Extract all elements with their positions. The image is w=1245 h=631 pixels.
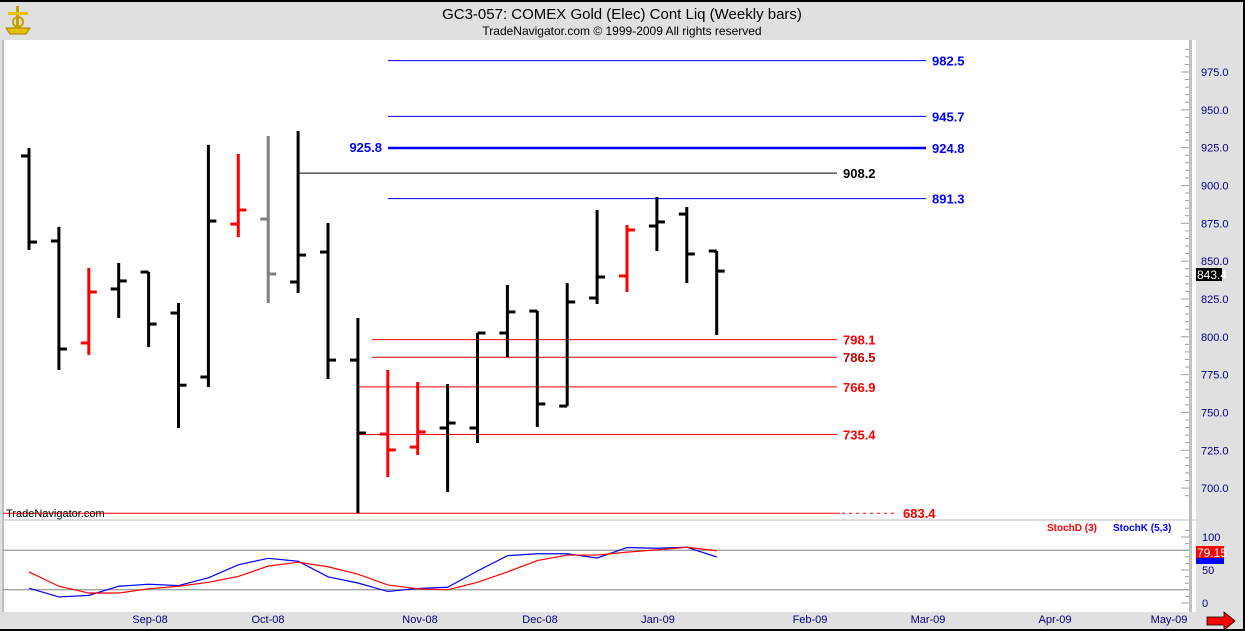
time-axis-label: Oct-08 xyxy=(251,614,284,626)
watermark: TradeNavigator.com xyxy=(6,508,105,520)
ohlc-bar xyxy=(708,249,725,335)
axis-tick-label: 825.0 xyxy=(1201,294,1229,306)
level-label: 735.4 xyxy=(843,428,876,443)
stochastic-indicator: 0 50 100 xyxy=(3,529,1220,610)
stochd-last-label: 79.15 xyxy=(1197,546,1227,560)
axis-tick-label: 100 xyxy=(1202,532,1220,544)
ohlc-bar xyxy=(349,318,366,514)
axis-tick-label: 750.0 xyxy=(1201,407,1229,419)
ohlc-bar xyxy=(80,267,97,355)
ohlc-bar xyxy=(290,131,307,294)
ohlc-bar xyxy=(140,270,157,348)
ohlc-bar xyxy=(499,285,516,358)
level-label: 982.5 xyxy=(932,54,965,69)
price-bars xyxy=(21,131,725,514)
price-axis: 700.0 725.0 750.0 775.0 800.0 825.0 850.0 875.0… xyxy=(1181,48,1229,497)
axis-tick-label: 700.0 xyxy=(1201,483,1229,495)
level-label: 924.8 xyxy=(932,141,965,156)
last-price-value: 843.4 xyxy=(1197,268,1227,282)
sextant-icon xyxy=(5,6,31,35)
level-label: 945.7 xyxy=(932,109,965,124)
ohlc-bar xyxy=(50,226,67,371)
ohlc-bar xyxy=(200,144,217,388)
stochd-line xyxy=(28,546,717,594)
stochk-line xyxy=(28,546,717,598)
level-label: 798.1 xyxy=(843,333,876,348)
time-axis-label: Dec-08 xyxy=(522,614,557,626)
time-axis-label: Apr-09 xyxy=(1038,614,1071,626)
ohlc-bar xyxy=(170,303,187,429)
level-label: 908.2 xyxy=(843,166,876,181)
ohlc-bar xyxy=(260,135,277,304)
ohlc-bar xyxy=(529,309,546,427)
axis-tick-label: 950.0 xyxy=(1201,105,1229,117)
ohlc-bar xyxy=(678,206,695,284)
axis-tick-label: 775.0 xyxy=(1201,370,1229,382)
price-pane xyxy=(3,40,1196,519)
stoch-pane xyxy=(3,521,1196,612)
time-axis-label: Nov-08 xyxy=(402,614,437,626)
level-label: 766.9 xyxy=(843,380,876,395)
ohlc-bar xyxy=(320,222,336,379)
axis-tick-label: 725.0 xyxy=(1201,445,1229,457)
ohlc-bar xyxy=(469,331,486,443)
axis-tick-label: 925.0 xyxy=(1201,143,1229,155)
time-axis-label: Mar-09 xyxy=(911,614,946,626)
last-price-label: 843.4 xyxy=(1196,268,1227,282)
time-axis-label: Jan-09 xyxy=(641,614,675,626)
legend-stochk: StochK (5,3) xyxy=(1113,523,1171,534)
level-label: 786.5 xyxy=(843,350,876,365)
time-axis-label: Sep-08 xyxy=(132,614,167,626)
ohlc-bar xyxy=(648,196,665,251)
chart-title: GC3-057: COMEX Gold (Elec) Cont Liq (Wee… xyxy=(442,6,802,23)
axis-tick-label: 50 xyxy=(1202,565,1214,577)
axis-tick-label: 850.0 xyxy=(1201,256,1229,268)
level-label: 683.4 xyxy=(903,506,936,521)
ohlc-bar xyxy=(110,262,127,319)
time-axis-label: Feb-09 xyxy=(793,614,828,626)
ohlc-bar xyxy=(409,382,426,455)
ohlc-bar xyxy=(439,383,456,493)
axis-tick-label: 800.0 xyxy=(1201,332,1229,344)
time-axis: Sep-08 Oct-08 Nov-08 Dec-08 Jan-09 Feb-09 Mar-… xyxy=(132,614,1187,626)
axis-tick-label: 0 xyxy=(1202,598,1208,610)
ohlc-bar xyxy=(589,209,606,304)
chart-subtitle: TradeNavigator.com © 1999-2009 All right… xyxy=(482,24,761,38)
time-axis-label: May-09 xyxy=(1151,614,1188,626)
price-levels: 982.5 945.7 924.8 925.8 908.2 891.3 798.1 786.5… xyxy=(3,54,965,521)
stochk-last-label xyxy=(1196,558,1224,564)
level-left-label: 925.8 xyxy=(349,140,382,155)
axis-tick-label: 975.0 xyxy=(1201,67,1229,79)
legend-stochd: StochD (3) xyxy=(1047,523,1097,534)
axis-tick-label: 900.0 xyxy=(1201,180,1229,192)
ohlc-bar xyxy=(230,154,247,238)
ohlc-bar xyxy=(619,224,635,292)
axis-tick-label: 875.0 xyxy=(1201,218,1229,230)
ohlc-bar xyxy=(379,370,396,478)
ohlc-bar xyxy=(559,283,576,408)
right-arrow-icon[interactable] xyxy=(1206,611,1236,631)
level-label: 891.3 xyxy=(932,192,965,207)
ohlc-bar xyxy=(21,147,37,250)
